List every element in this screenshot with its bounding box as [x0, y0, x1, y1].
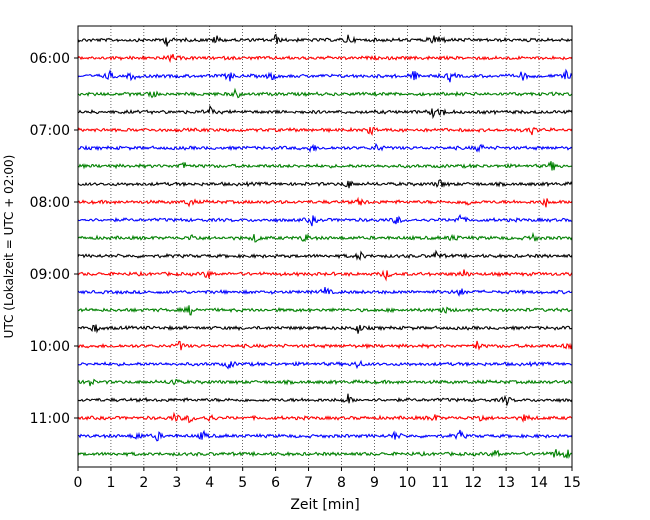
x-tick-label: 3 — [172, 475, 181, 491]
seismic-traces — [77, 33, 573, 460]
y-tick-label: 09:00 — [30, 267, 70, 283]
trace-06:15 — [77, 68, 573, 83]
x-tick-label: 8 — [337, 475, 346, 491]
x-tick-label: 9 — [370, 475, 379, 491]
x-axis-label: Zeit [min] — [290, 497, 359, 513]
trace-07:00 — [77, 126, 573, 137]
x-axis-ticks: 0 1 2 3 4 5 6 7 8 9 10 11 12 13 14 15 — [74, 467, 581, 491]
x-tick-label: 0 — [74, 475, 83, 491]
y-tick-label: 08:00 — [30, 195, 70, 211]
y-axis-ticks: 06:00 07:00 08:00 09:00 10:00 11:00 — [30, 51, 78, 427]
trace-10:00 — [77, 340, 573, 351]
x-tick-label: 4 — [205, 475, 214, 491]
trace-09:00 — [77, 269, 573, 282]
trace-05:45 — [77, 33, 573, 47]
trace-11:15 — [77, 429, 573, 442]
trace-06:30 — [77, 87, 573, 99]
y-tick-label: 11:00 — [30, 411, 70, 427]
trace-09:45 — [77, 324, 573, 334]
trace-06:45 — [77, 104, 573, 120]
x-tick-label: 10 — [398, 475, 416, 491]
plot-frame — [77, 25, 573, 468]
trace-09:30 — [77, 305, 573, 316]
trace-07:45 — [77, 179, 573, 189]
y-axis-label: UTC (Lokalzeit = UTC + 02:00) — [2, 155, 16, 339]
x-tick-label: 15 — [563, 475, 581, 491]
y-tick-label: 10:00 — [30, 339, 70, 355]
trace-11:30 — [77, 449, 573, 460]
trace-08:30 — [77, 231, 573, 243]
trace-08:45 — [77, 249, 573, 261]
y-tick-label: 07:00 — [30, 123, 70, 139]
x-tick-label: 12 — [464, 475, 482, 491]
x-tick-label: 5 — [238, 475, 247, 491]
trace-09:15 — [77, 286, 573, 297]
y-tick-label: 06:00 — [30, 51, 70, 67]
x-tick-label: 13 — [497, 475, 515, 491]
trace-10:45 — [77, 393, 573, 407]
x-tick-label: 1 — [106, 475, 115, 491]
trace-10:30 — [77, 378, 573, 387]
trace-08:00 — [77, 196, 573, 208]
trace-06:00 — [77, 53, 573, 64]
trace-10:15 — [77, 359, 573, 370]
trace-11:00 — [77, 411, 573, 424]
x-tick-label: 7 — [304, 475, 313, 491]
x-tick-label: 14 — [530, 475, 548, 491]
x-tick-label: 2 — [139, 475, 148, 491]
trace-08:15 — [77, 214, 573, 227]
x-tick-label: 6 — [271, 475, 280, 491]
x-tick-label: 11 — [431, 475, 449, 491]
trace-07:30 — [77, 161, 573, 171]
trace-07:15 — [77, 142, 573, 153]
